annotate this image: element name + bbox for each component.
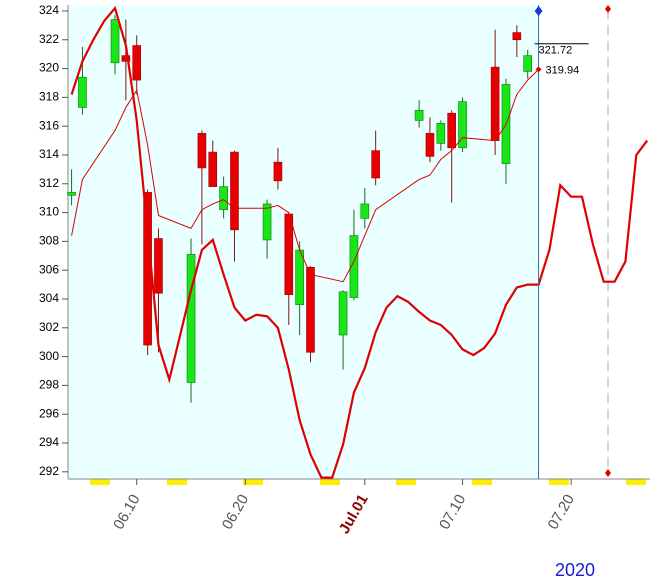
candle-body (512, 32, 522, 41)
y-tick-label: 318 (39, 90, 59, 104)
candle-body (523, 55, 533, 72)
y-tick-label: 324 (39, 3, 59, 17)
candle-body (208, 151, 218, 187)
x-tick-label: 06.10 (110, 491, 143, 532)
line-series (70, 5, 649, 479)
candle-body (121, 55, 131, 62)
candle-body (490, 66, 500, 141)
candle-body (414, 110, 424, 121)
candle-body (262, 203, 272, 241)
candle-body (186, 254, 196, 383)
y-tick-label: 320 (39, 61, 59, 75)
y-tick-label: 316 (39, 118, 59, 132)
x-tick-label: 07.20 (545, 491, 578, 532)
y-tick-label: 308 (39, 234, 59, 248)
candle-body (273, 161, 283, 182)
candle-body (67, 192, 76, 196)
forecast-marker (605, 5, 611, 13)
candle-body (360, 203, 370, 219)
price-label: 319.94 (546, 64, 580, 76)
y-tick-label: 314 (39, 147, 59, 161)
y-tick-label: 298 (39, 378, 59, 392)
y-tick-label: 310 (39, 205, 59, 219)
year-label: 2020 (555, 560, 595, 580)
candle-body (197, 133, 207, 169)
price-dot (535, 66, 542, 73)
candle-body (295, 249, 304, 306)
y-tick-label: 322 (39, 32, 59, 46)
candle-body (425, 133, 435, 157)
y-tick-label: 304 (39, 291, 59, 305)
y-tick-label: 294 (39, 435, 59, 449)
price-label: 321.72 (539, 45, 573, 57)
current-marker (534, 6, 543, 16)
y-tick-label: 300 (39, 349, 59, 363)
y-tick-label: 302 (39, 320, 59, 334)
candle-body (219, 186, 228, 210)
x-tick-label: Jul.01 (336, 491, 372, 536)
x-tick-label: 06.20 (219, 491, 252, 532)
candle-body (154, 238, 163, 294)
candle-body (230, 151, 239, 231)
candle-body (110, 19, 120, 64)
line-series (71, 69, 539, 283)
candle-body (371, 150, 380, 179)
candle-body (132, 45, 142, 81)
forecast-marker (605, 469, 611, 477)
candle-body (458, 101, 467, 149)
weekend-markers (90, 479, 646, 485)
candle-body (78, 76, 87, 108)
candle-body (338, 291, 348, 336)
y-tick-label: 306 (39, 262, 59, 276)
candle-body (306, 267, 315, 353)
x-tick-label: 07.10 (436, 491, 469, 532)
candle-body (447, 112, 456, 149)
y-tick-label: 296 (39, 406, 59, 420)
candle-body (436, 122, 446, 144)
candle-body (349, 235, 359, 298)
y-tick-label: 292 (39, 464, 59, 478)
y-tick-label: 312 (39, 176, 59, 190)
candle-body (284, 213, 294, 295)
